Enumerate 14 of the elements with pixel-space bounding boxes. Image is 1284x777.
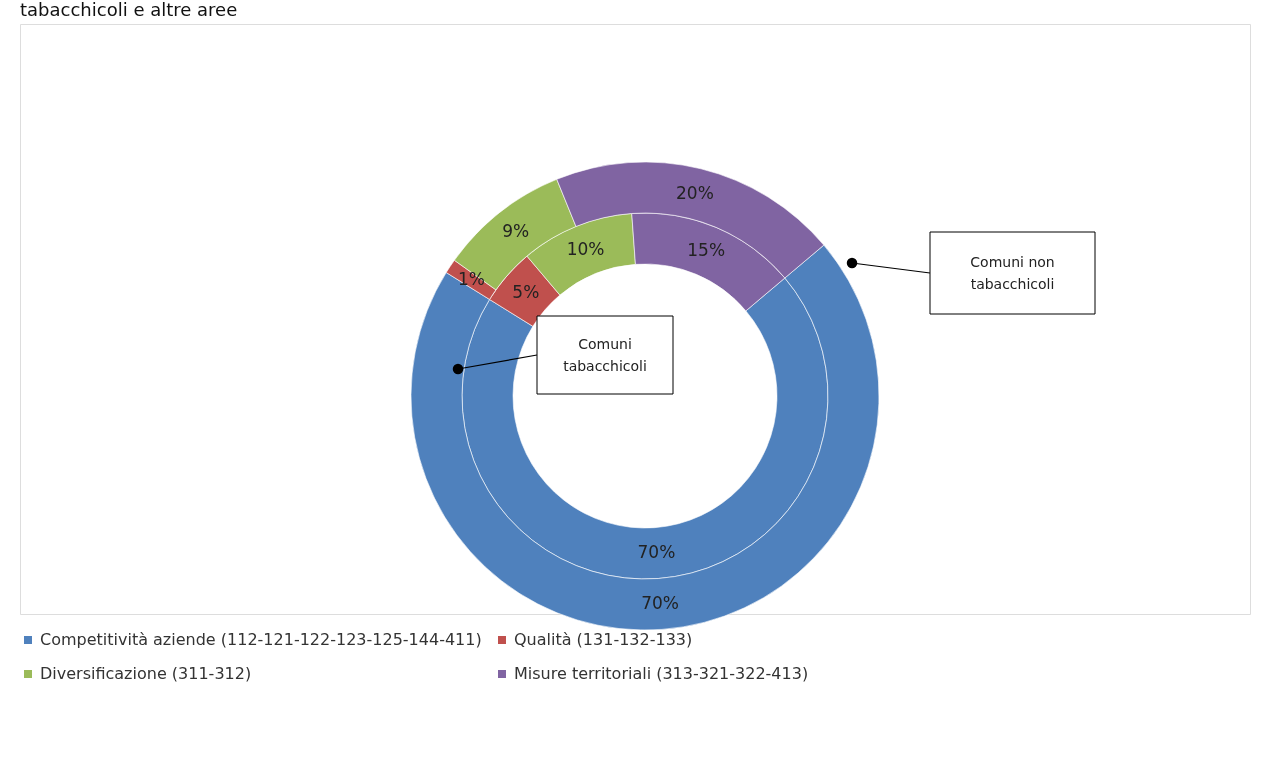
data-label: 5% bbox=[512, 281, 540, 302]
data-label: 10% bbox=[566, 239, 605, 260]
legend-label: Diversificazione (311-312) bbox=[40, 664, 252, 683]
data-label: 20% bbox=[676, 182, 714, 203]
data-label: 70% bbox=[637, 542, 676, 563]
data-label: 70% bbox=[641, 592, 679, 613]
chart-title: tabacchicoli e altre aree bbox=[20, 0, 238, 20]
legend-label: Competitività aziende (112-121-122-123-125-144-411) bbox=[40, 630, 482, 649]
slice-label: Comuni non tabacchicoli bbox=[970, 254, 1055, 292]
slice-label: Comuni tabacchicoli bbox=[563, 336, 647, 374]
data-label: 9% bbox=[502, 221, 530, 242]
legend-label: Qualità (131-132-133) bbox=[514, 630, 693, 649]
legend-label: Misure territoriali (313-321-322-413) bbox=[514, 664, 809, 683]
data-label: 15% bbox=[687, 239, 726, 260]
